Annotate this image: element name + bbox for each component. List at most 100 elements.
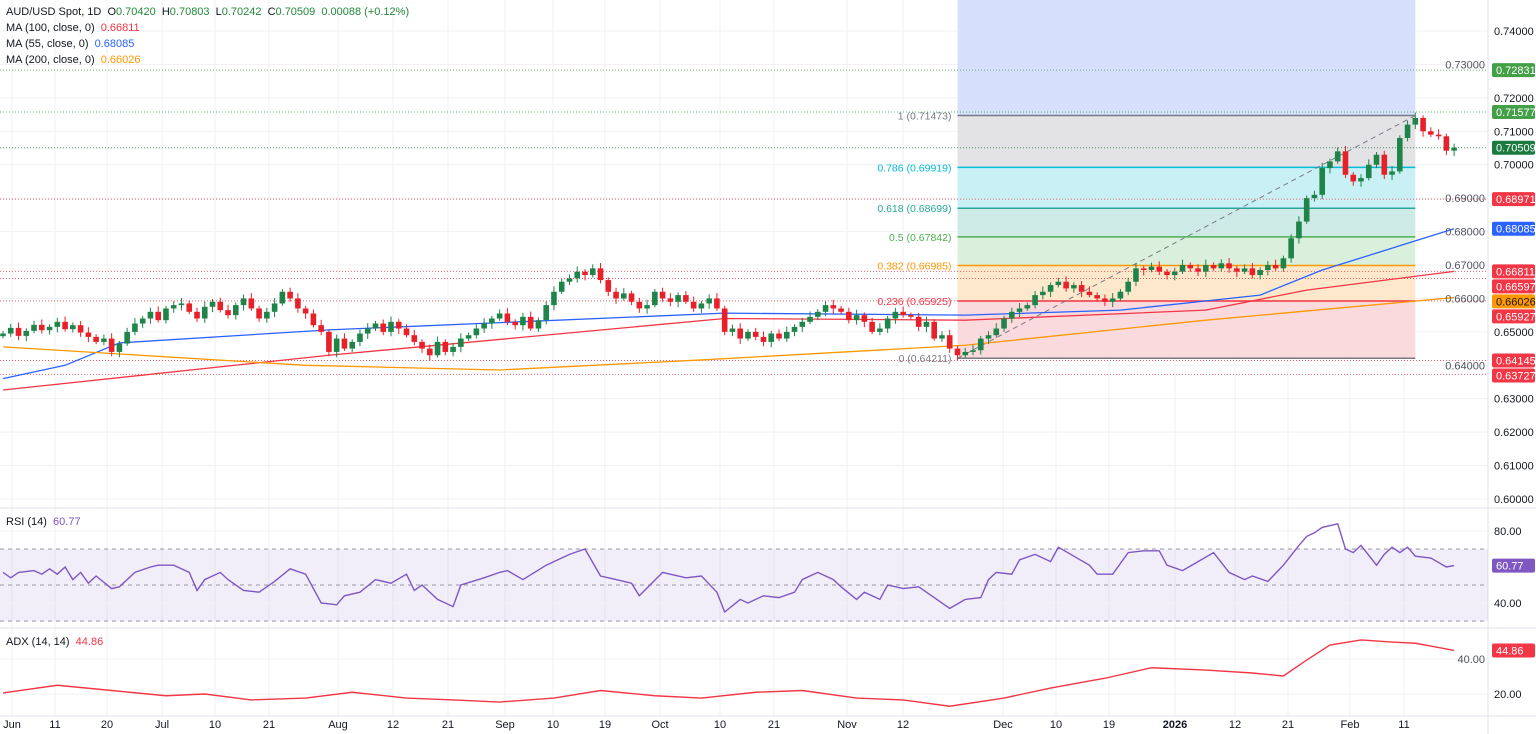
candle-body — [1102, 298, 1108, 302]
candle-body — [1303, 198, 1310, 222]
ma200-legend[interactable]: MA (200, close, 0) 0.66026 — [6, 54, 141, 66]
price-axis-tick: 0.67000 — [1445, 260, 1485, 272]
candle — [163, 305, 169, 324]
candle-body — [1334, 151, 1341, 162]
candle-body — [1218, 263, 1225, 269]
time-axis-tick: Jul — [155, 719, 169, 731]
candle — [108, 333, 115, 357]
candle-body — [861, 315, 868, 322]
candle — [1234, 265, 1240, 278]
rsi-line — [2, 522, 1455, 614]
candle — [1265, 260, 1271, 276]
candle-body — [186, 303, 193, 312]
candle-body — [85, 332, 92, 337]
candle — [908, 312, 914, 321]
price-axis-tick: 0.60000 — [1494, 494, 1534, 506]
candle — [1047, 282, 1054, 298]
symbol-title: AUD/USD Spot, 1D — [6, 6, 102, 18]
candle — [194, 307, 200, 322]
candle — [605, 277, 612, 297]
candle — [582, 269, 588, 281]
candle-body — [1373, 154, 1380, 165]
candle-body — [489, 318, 495, 324]
candle-body — [248, 298, 255, 309]
time-axis-tick: 10 — [1050, 719, 1062, 731]
candle — [372, 320, 379, 331]
price-tag-label: 0.68971 — [1496, 194, 1536, 206]
price-axis-tick: 0.64000 — [1445, 360, 1485, 372]
ma55-legend[interactable]: MA (55, close, 0) 0.68085 — [6, 38, 135, 50]
candle — [931, 319, 937, 341]
candle-body — [621, 293, 627, 299]
candle-body — [1272, 265, 1279, 269]
candle-body — [357, 333, 363, 342]
price-tag — [1492, 221, 1535, 236]
fib-level-label: 0 (0.64211) — [899, 353, 952, 365]
close-value: 0.70509 — [275, 6, 316, 18]
candle-body — [690, 301, 697, 309]
time-axis-tick: 21 — [442, 719, 454, 731]
candle-body — [644, 305, 650, 309]
candle — [496, 309, 503, 321]
candle — [349, 339, 355, 352]
price-axis-tick: 0.61000 — [1494, 461, 1534, 473]
candle — [830, 299, 837, 314]
candle — [714, 293, 720, 311]
candle — [520, 312, 526, 331]
price-tag — [1492, 353, 1535, 368]
rsi-axis-tick: 80.00 — [1494, 526, 1522, 538]
candle-body — [628, 293, 635, 302]
adx-value-tag — [1492, 643, 1535, 658]
candle — [1125, 277, 1131, 296]
fib-level-label: 0.382 (0.66985) — [877, 261, 951, 273]
candle-body — [1171, 271, 1178, 276]
candle-body — [170, 305, 177, 309]
candle-body — [714, 298, 720, 309]
candle — [1272, 259, 1279, 271]
candle-body — [1319, 168, 1325, 195]
price-tag — [1492, 63, 1535, 78]
candle-body — [977, 338, 984, 351]
candle-body — [527, 316, 534, 329]
candle — [737, 323, 743, 344]
candle — [628, 290, 635, 306]
adx-legend[interactable]: ADX (14, 14) 44.86 — [6, 636, 104, 648]
candle-body — [721, 308, 728, 332]
price-tag — [1492, 140, 1535, 155]
candle-body — [520, 316, 526, 326]
moving-average-line — [2, 296, 1455, 371]
candle-body — [729, 328, 736, 332]
candle-body — [830, 305, 837, 309]
price-axis-tick: 0.66000 — [1445, 293, 1485, 305]
candle-body — [101, 338, 107, 342]
candle — [884, 315, 891, 333]
candle — [39, 319, 45, 334]
candle — [450, 342, 456, 357]
candle — [295, 293, 301, 313]
candle — [1024, 302, 1031, 311]
rsi-legend[interactable]: RSI (14) 60.77 — [6, 516, 81, 528]
candle — [395, 319, 402, 334]
price-tag-label: 0.66811 — [1496, 266, 1535, 278]
candle — [621, 288, 627, 301]
candle-body — [310, 313, 317, 326]
time-axis-tick: 10 — [209, 719, 221, 731]
ma100-legend[interactable]: MA (100, close, 0) 0.66811 — [6, 22, 140, 34]
time-axis-tick: 10 — [714, 719, 726, 731]
candle — [993, 323, 1000, 338]
open-value: 0.70420 — [116, 6, 156, 18]
candle — [116, 340, 123, 358]
price-tag-label: 0.70509 — [1496, 143, 1536, 155]
candle — [923, 316, 930, 333]
time-axis-tick: 19 — [599, 719, 611, 731]
candle-body — [349, 341, 355, 349]
candle — [132, 318, 138, 336]
candle-body — [1327, 161, 1333, 169]
candle — [287, 287, 293, 302]
candle-body — [1226, 263, 1232, 269]
fib-zone — [957, 208, 1416, 237]
candle — [589, 264, 596, 278]
candle-body — [970, 350, 976, 352]
candle — [846, 307, 852, 324]
